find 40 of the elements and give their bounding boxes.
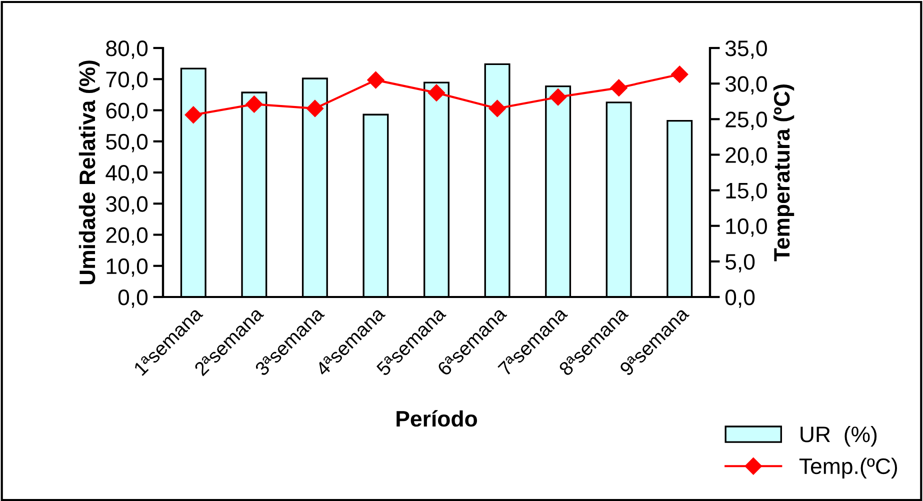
point [367,71,384,89]
y2-tick-label: 30,0 [725,76,767,94]
y2-tick-label: 15,0 [726,182,767,202]
y-tick-label: 60,0 [106,102,148,122]
y2-tick-label: 10,0 [726,218,767,237]
legend-label: Temp.(ºC) [799,458,898,478]
point [488,100,506,118]
point [306,100,324,118]
y-tick-label: 40,0 [106,165,148,184]
bar [545,85,572,297]
x-axis-title: Período [396,410,477,427]
point [610,79,628,96]
bar [606,102,632,297]
y-axis-title: Umidade Relativa (%) [78,60,100,284]
bar [362,114,389,297]
bar [302,78,328,297]
y-tick-label: 30,0 [106,196,148,215]
y2-tick-label: 20,0 [726,147,767,166]
y-tick-label: 80,0 [106,40,148,59]
y-tick-label: 10,0 [106,258,148,277]
bar [666,120,693,297]
point [184,106,202,124]
bar [424,82,450,297]
y2-axis-title: Temperatura (ºC) [773,84,794,262]
y-tick-label: 50,0 [106,134,148,152]
y2-tick-label: 0,0 [725,290,755,308]
y2-tick-label: 35,0 [725,40,767,59]
bar [241,92,268,297]
point [671,66,688,83]
point [428,84,446,102]
y-tick-label: 70,0 [106,72,148,90]
point [246,96,263,113]
bar [484,63,510,297]
legend-label: UR (%) [800,426,877,447]
y-tick-label: 20,0 [106,227,148,246]
y2-tick-label: 25,0 [726,112,767,130]
bar [180,68,206,297]
y2-tick-label: 5,0 [725,254,755,272]
point [550,88,567,106]
y-tick-label: 0,0 [118,290,148,308]
